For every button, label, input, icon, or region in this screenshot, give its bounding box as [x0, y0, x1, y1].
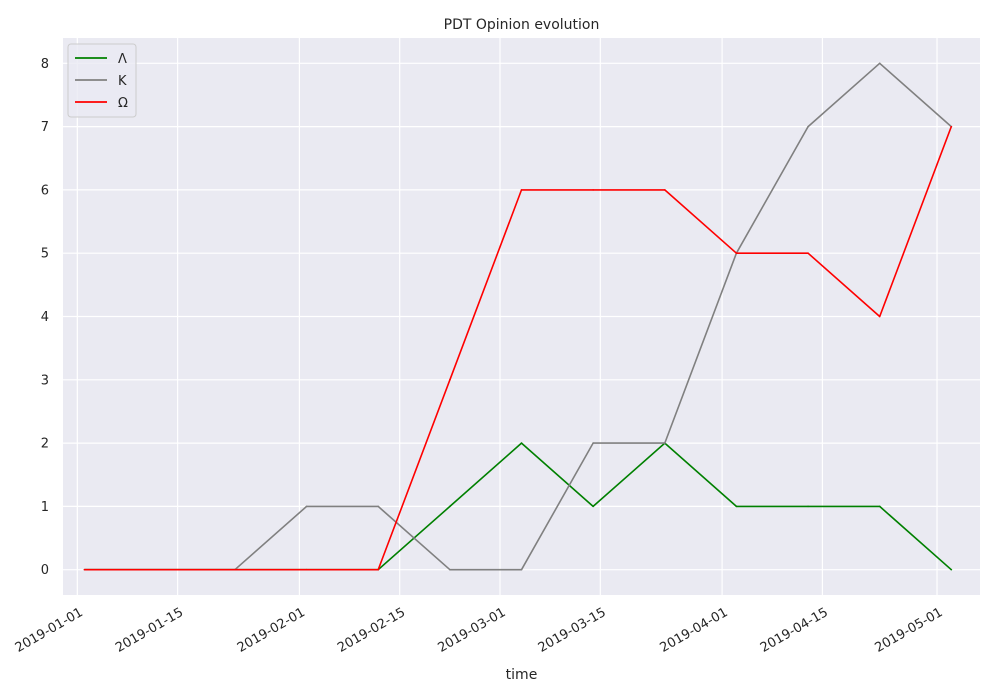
- y-tick-label: 7: [41, 120, 49, 135]
- y-tick-label: 5: [41, 247, 49, 262]
- x-tick-label: 2019-02-01: [235, 605, 308, 656]
- y-tick-label: 2: [41, 437, 49, 452]
- data-point: [878, 315, 881, 318]
- x-tick-label: 2019-02-15: [335, 605, 408, 656]
- y-tick-label: 4: [41, 310, 49, 325]
- x-tick-label: 2019-04-15: [758, 605, 831, 656]
- data-point: [592, 442, 594, 444]
- x-tick-label: 2019-01-15: [113, 605, 186, 656]
- y-tick-label: 6: [41, 183, 49, 198]
- data-point: [520, 189, 523, 191]
- y-tick-label: 3: [41, 373, 49, 388]
- x-tick-label: 2019-03-01: [435, 605, 508, 656]
- data-point: [377, 505, 380, 508]
- data-point: [592, 505, 594, 508]
- y-tick-label: 8: [41, 57, 49, 72]
- legend: ΛΚΩ: [67, 43, 137, 118]
- data-point: [807, 252, 809, 255]
- series-line-1: [84, 62, 952, 571]
- y-axis-ticks: 0 1 2 3 4 5 6 7 8: [41, 57, 49, 578]
- data-point: [735, 252, 738, 255]
- data-point: [520, 442, 523, 444]
- data-point: [305, 505, 308, 508]
- data-point: [807, 125, 809, 128]
- data-point: [592, 189, 594, 191]
- x-tick-label: 2019-05-01: [872, 605, 945, 656]
- data-point: [449, 378, 451, 381]
- data-point: [663, 189, 666, 191]
- y-tick-label: 1: [41, 500, 49, 515]
- x-axis-ticks: 2019-01-01 2019-01-15 2019-02-01 2019-02-15…: [13, 605, 946, 656]
- data-point: [305, 568, 308, 571]
- data-point: [449, 505, 451, 508]
- data-point: [735, 505, 738, 508]
- y-tick-label: 0: [41, 563, 49, 578]
- data-point: [950, 125, 953, 128]
- series-lines: [83, 62, 953, 571]
- data-point: [950, 568, 953, 571]
- x-tick-label: 2019-04-01: [658, 605, 731, 656]
- data-point: [878, 505, 881, 508]
- data-point: [449, 568, 451, 571]
- data-point: [83, 568, 86, 571]
- data-point: [520, 568, 523, 571]
- data-point: [377, 568, 380, 571]
- legend-label: Λ: [118, 52, 127, 67]
- series-line-2: [84, 126, 953, 571]
- data-point: [234, 568, 236, 571]
- chart-title: PDT Opinion evolution: [444, 17, 600, 33]
- x-tick-label: 2019-03-15: [536, 605, 609, 656]
- data-point: [807, 505, 809, 508]
- x-axis-label: time: [506, 667, 538, 683]
- data-point: [878, 62, 881, 65]
- x-tick-label: 2019-01-01: [13, 605, 86, 656]
- legend-label: Κ: [118, 74, 127, 89]
- legend-label: Ω: [118, 96, 128, 111]
- data-point: [663, 442, 666, 444]
